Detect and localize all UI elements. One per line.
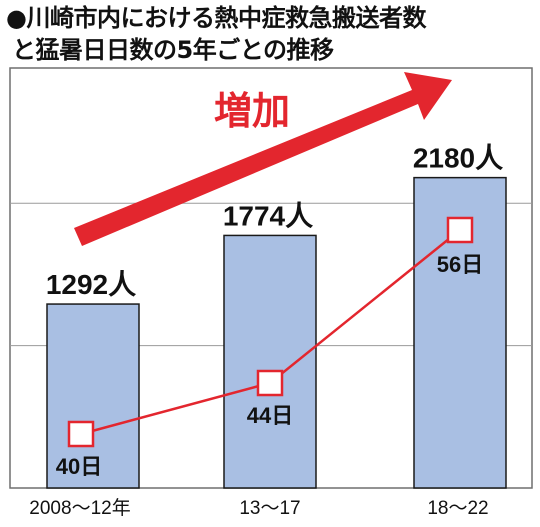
bar-value-label-2: 1774人 — [223, 200, 313, 231]
bar-value-label-3: 2180人 — [413, 143, 503, 174]
line-marker-2 — [256, 369, 284, 397]
trend-label: 増加 — [214, 89, 290, 133]
line-marker-1 — [67, 420, 95, 448]
chart-title-line1: ●川崎市内における熱中症救急搬送者数 — [6, 4, 426, 32]
line-marker-3 — [446, 216, 474, 244]
line-value-label-3: 56日 — [437, 252, 483, 277]
bar-value-label-1: 1292人 — [46, 269, 136, 300]
x-tick-label-1: 2008〜12年 — [29, 497, 130, 519]
line-value-label-2: 44日 — [247, 403, 293, 428]
trend-arrow — [74, 72, 452, 246]
bar-1 — [46, 303, 140, 489]
x-tick-label-3: 18〜22 — [427, 498, 488, 519]
line-value-label-1: 40日 — [56, 454, 102, 479]
bar-2 — [223, 234, 317, 489]
chart-title-line2: と猛暑日日数の5年ごとの推移 — [12, 36, 334, 64]
x-tick-label-2: 13〜17 — [239, 498, 300, 519]
